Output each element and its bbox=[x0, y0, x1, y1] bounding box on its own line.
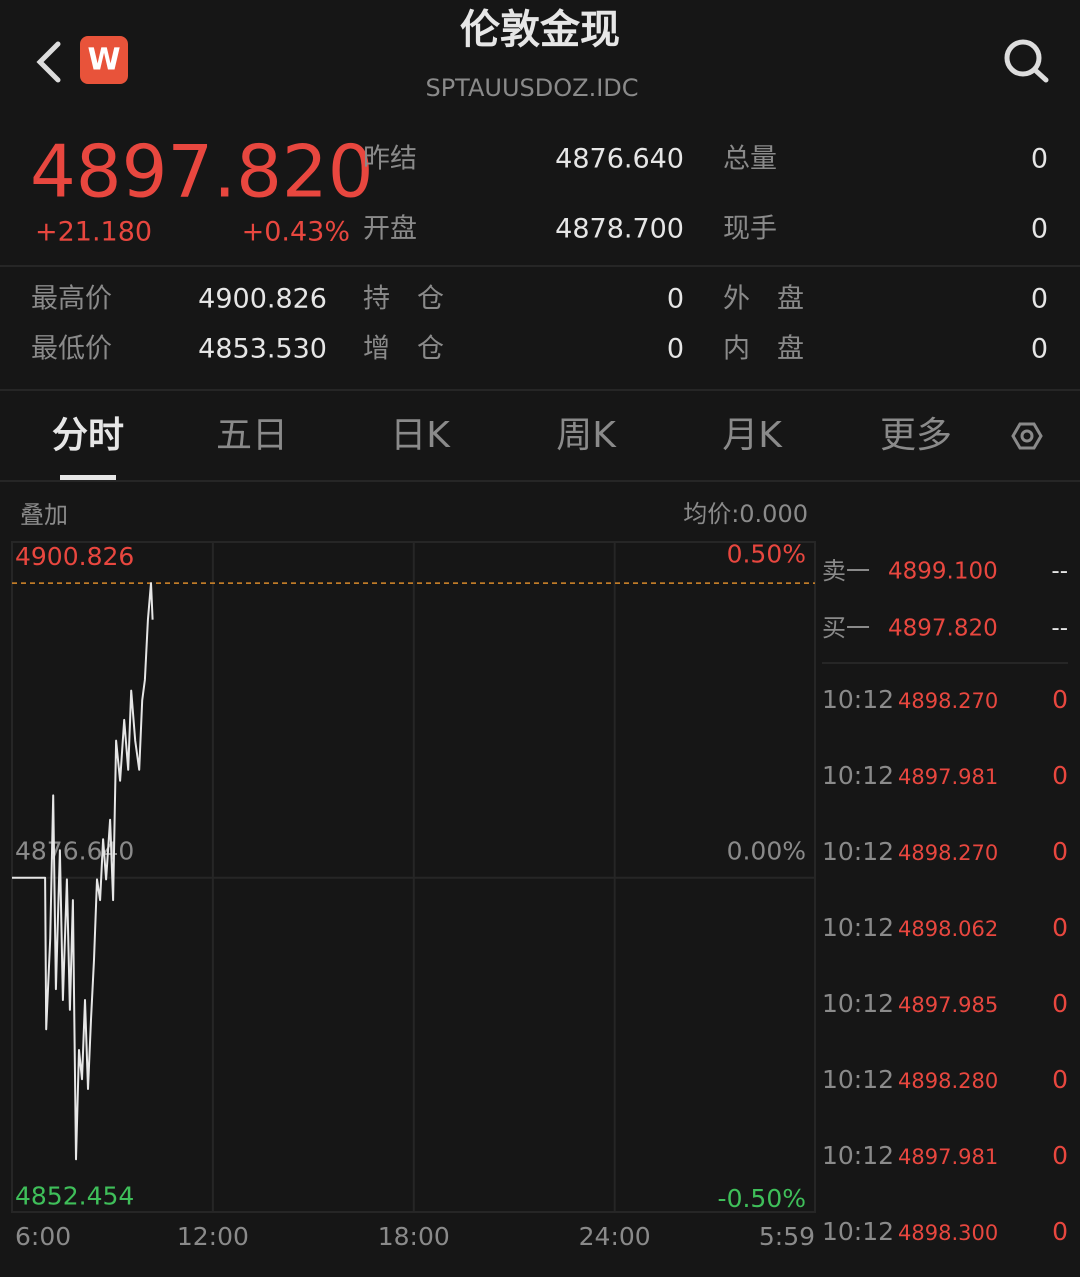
tab[interactable]: 日K bbox=[390, 415, 451, 456]
tab[interactable]: 五日 bbox=[216, 415, 288, 456]
trade-price: 4898.280 bbox=[898, 1069, 998, 1093]
book-price: 4897.820 bbox=[888, 616, 998, 642]
trade-volume: 0 bbox=[1052, 761, 1068, 790]
stat-value: 0 bbox=[1031, 334, 1048, 365]
change: +21.180 bbox=[35, 217, 152, 248]
trade-time: 10:12 bbox=[822, 1141, 894, 1170]
logo bbox=[80, 36, 128, 84]
stat-label: 最低价 bbox=[31, 334, 112, 365]
overlay-button[interactable]: 叠加 bbox=[20, 501, 68, 529]
trade-time: 10:12 bbox=[822, 685, 894, 714]
trade-price: 4898.300 bbox=[898, 1221, 998, 1245]
tab[interactable]: 更多 bbox=[880, 415, 952, 456]
search-button[interactable] bbox=[1004, 39, 1049, 83]
code: SPTAUUSDOZ.IDC bbox=[425, 74, 638, 102]
book-label: 卖一 bbox=[822, 557, 870, 585]
x-tick-label: 12:00 bbox=[177, 1222, 249, 1251]
trade-volume: 0 bbox=[1052, 837, 1068, 866]
logo-text: W bbox=[87, 43, 120, 78]
x-tick-label: 24:00 bbox=[579, 1222, 651, 1251]
price: 4897.820 bbox=[30, 130, 374, 214]
y-tick-label: 4900.826 bbox=[15, 542, 134, 571]
book-volume: -- bbox=[1051, 559, 1068, 585]
stat-label: 内 盘 bbox=[723, 334, 804, 365]
trade-price: 4898.270 bbox=[898, 689, 998, 713]
stat-value: 0 bbox=[1031, 284, 1048, 315]
stat-label: 总量 bbox=[723, 144, 777, 175]
tab[interactable]: 周K bbox=[556, 415, 617, 456]
stat-label: 增 仓 bbox=[363, 334, 444, 365]
book-label: 买一 bbox=[822, 614, 870, 642]
trade-time: 10:12 bbox=[822, 989, 894, 1018]
stat-value: 4853.530 bbox=[198, 334, 327, 365]
trade-time: 10:12 bbox=[822, 913, 894, 942]
trade-price: 4897.981 bbox=[898, 1145, 998, 1169]
stat-label: 持 仓 bbox=[363, 284, 444, 315]
trade-price: 4897.985 bbox=[898, 993, 998, 1017]
stat-value: 4900.826 bbox=[198, 284, 327, 315]
title: 伦敦金现 bbox=[460, 7, 620, 53]
back-button[interactable] bbox=[36, 41, 61, 83]
trade-time: 10:12 bbox=[822, 761, 894, 790]
price-line bbox=[12, 582, 154, 1161]
stat-label: 开盘 bbox=[363, 214, 417, 245]
y2-tick-label: 0.50% bbox=[727, 540, 806, 569]
trade-volume: 0 bbox=[1052, 1065, 1068, 1094]
trade-time: 10:12 bbox=[822, 1217, 894, 1246]
settings-button[interactable] bbox=[1011, 422, 1043, 450]
trade-price: 4898.062 bbox=[898, 917, 998, 941]
y-tick-label: 4852.454 bbox=[15, 1181, 134, 1210]
y-tick-label: 4876.640 bbox=[15, 837, 134, 866]
x-tick-label: 6:00 bbox=[15, 1222, 71, 1251]
x-tick-label: 18:00 bbox=[378, 1222, 450, 1251]
stat-label: 现手 bbox=[723, 214, 777, 245]
stat-label: 最高价 bbox=[31, 284, 112, 315]
tab[interactable]: 分时 bbox=[52, 415, 124, 456]
book-volume: -- bbox=[1051, 616, 1068, 642]
stat-value: 0 bbox=[667, 334, 684, 365]
stat-value: 4878.700 bbox=[555, 214, 684, 245]
stat-label: 昨结 bbox=[363, 144, 417, 175]
tab[interactable]: 月K bbox=[722, 415, 783, 456]
x-tick-label: 5:59 bbox=[759, 1222, 815, 1251]
y2-tick-label: -0.50% bbox=[718, 1184, 806, 1213]
trade-volume: 0 bbox=[1052, 913, 1068, 942]
trade-time: 10:12 bbox=[822, 837, 894, 866]
trade-volume: 0 bbox=[1052, 1141, 1068, 1170]
trade-volume: 0 bbox=[1052, 989, 1068, 1018]
stat-label: 外 盘 bbox=[723, 284, 804, 315]
stat-value: 4876.640 bbox=[555, 144, 684, 175]
change-pct: +0.43% bbox=[242, 217, 350, 248]
average-price: 均价:0.000 bbox=[683, 500, 808, 528]
trade-volume: 0 bbox=[1052, 685, 1068, 714]
trade-volume: 0 bbox=[1052, 1217, 1068, 1246]
stat-value: 0 bbox=[667, 284, 684, 315]
trade-price: 4898.270 bbox=[898, 841, 998, 865]
book-price: 4899.100 bbox=[888, 559, 998, 585]
stat-value: 0 bbox=[1031, 214, 1048, 245]
trade-price: 4897.981 bbox=[898, 765, 998, 789]
trade-time: 10:12 bbox=[822, 1065, 894, 1094]
stat-value: 0 bbox=[1031, 144, 1048, 175]
y2-tick-label: 0.00% bbox=[727, 837, 806, 866]
tab-underline bbox=[60, 475, 116, 480]
